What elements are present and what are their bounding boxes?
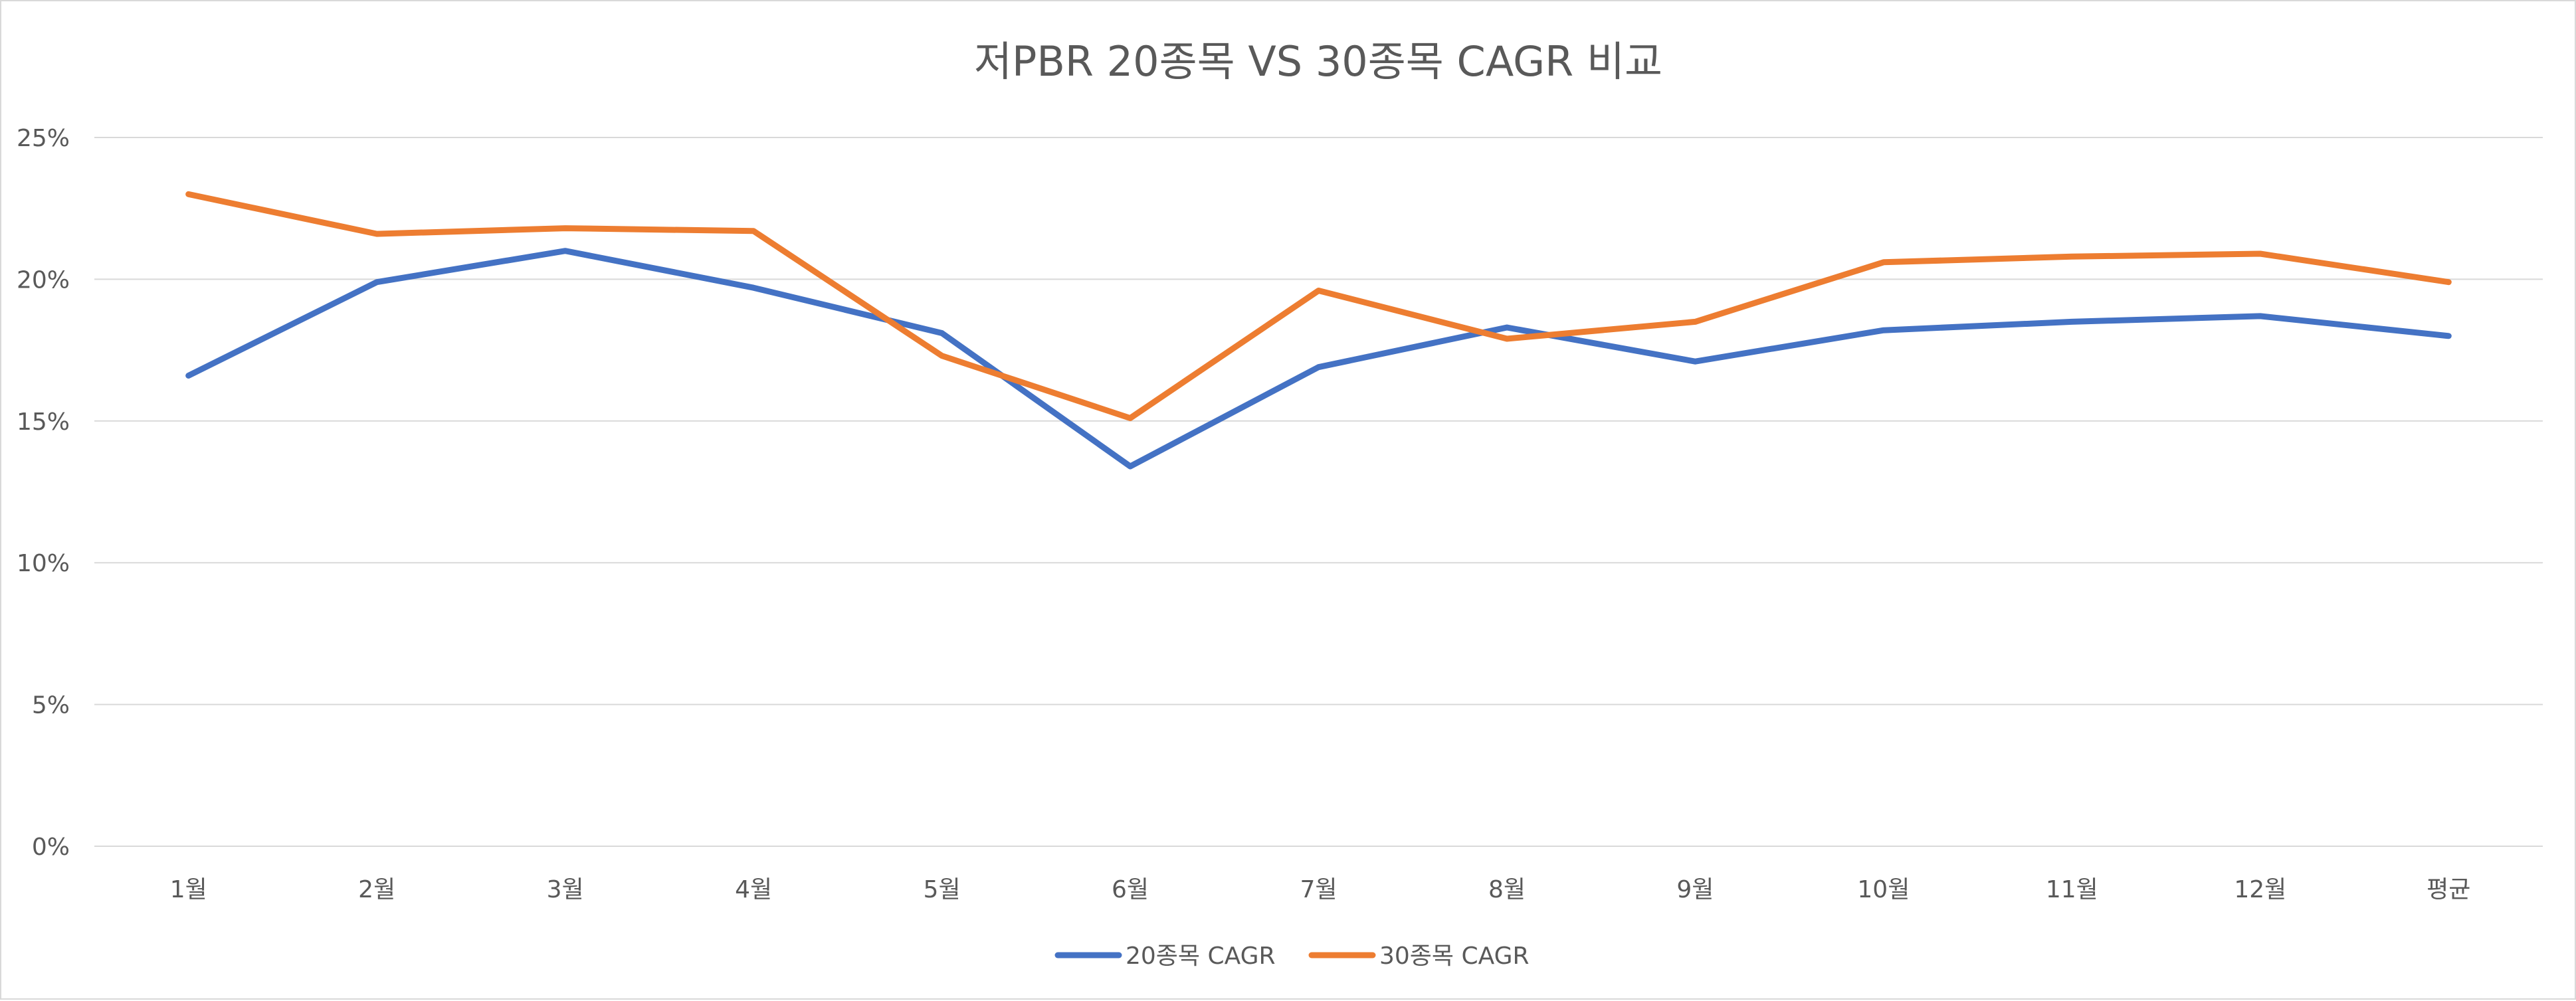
legend-item-2[interactable]: 30종목 CAGR bbox=[1308, 943, 1530, 970]
x-tick-label: 9월 bbox=[1676, 876, 1714, 903]
x-tick-label: 8월 bbox=[1488, 876, 1526, 903]
x-tick-label: 5월 bbox=[924, 876, 961, 903]
x-tick-label: 11월 bbox=[2046, 876, 2098, 903]
x-tick-label: 4월 bbox=[735, 876, 772, 903]
x-tick-label: 10월 bbox=[1857, 876, 1910, 903]
y-tick-label: 5% bbox=[32, 692, 70, 719]
x-tick-label: 6월 bbox=[1112, 876, 1149, 903]
data-point bbox=[1318, 290, 1319, 291]
data-point bbox=[188, 375, 189, 377]
data-point bbox=[1694, 361, 1696, 362]
y-tick-label: 0% bbox=[32, 834, 70, 861]
legend-item-1[interactable]: 20종목 CAGR bbox=[1054, 943, 1276, 970]
x-tick-label: 1월 bbox=[170, 876, 207, 903]
gridlines bbox=[94, 137, 2543, 847]
x-tick-label: 2월 bbox=[358, 876, 395, 903]
x-tick-label: 7월 bbox=[1300, 876, 1337, 903]
y-tick-label: 20% bbox=[17, 266, 70, 294]
data-point bbox=[1694, 321, 1696, 322]
chart-title: 저PBR 20종목 VS 30종목 CAGR 비교 bbox=[974, 37, 1662, 86]
y-axis-ticks: 0% 5% 10% 15% 20% 25% bbox=[17, 125, 70, 861]
y-tick-label: 15% bbox=[17, 409, 70, 436]
y-tick-label: 10% bbox=[17, 550, 70, 577]
x-tick-label: 평균 bbox=[2427, 876, 2470, 903]
legend-label: 30종목 CAGR bbox=[1379, 943, 1530, 970]
x-tick-label: 12월 bbox=[2234, 876, 2286, 903]
series-line-2 bbox=[185, 191, 2452, 421]
x-axis-ticks: 1월 2월 3월 4월 5월 6월 7월 8월 9월 10월 11월 12월 평균 bbox=[170, 876, 2471, 903]
data-point bbox=[941, 355, 943, 357]
legend[interactable]: 20종목 CAGR 30종목 CAGR bbox=[1054, 943, 1530, 970]
y-tick-label: 25% bbox=[17, 125, 70, 152]
data-point bbox=[1883, 329, 1884, 331]
data-point bbox=[1130, 466, 1131, 467]
data-point bbox=[188, 193, 189, 195]
series-lines bbox=[185, 191, 2452, 470]
series-line-1 bbox=[185, 248, 2452, 470]
data-point bbox=[2448, 335, 2449, 337]
x-tick-label: 3월 bbox=[547, 876, 584, 903]
data-point bbox=[753, 230, 754, 232]
legend-label: 20종목 CAGR bbox=[1126, 943, 1276, 970]
